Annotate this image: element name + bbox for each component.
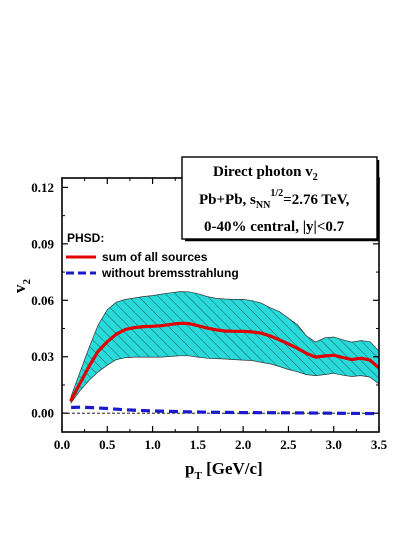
legend-label-sum: sum of all sources: [102, 250, 208, 264]
x-tick-label: 2.0: [235, 437, 251, 452]
y-tick-label: 0.06: [31, 293, 54, 308]
y-tick-label: 0.00: [31, 406, 54, 421]
annotation-box: Direct photon v2 Pb+Pb, sNN1/2=2.76 TeV,…: [181, 156, 380, 242]
annotation-line3: 0-40% central, |y|<0.7: [204, 219, 345, 235]
y-tick-label: 0.12: [31, 180, 54, 195]
x-tick-label: 3.5: [371, 437, 388, 452]
x-axis-title: pT [GeV/c]: [185, 459, 263, 482]
x-tick-label: 1.0: [144, 437, 160, 452]
x-tick-label: 0.5: [99, 437, 116, 452]
plot-area: 0.0 0.5 1.0 1.5 2.0 2.5 3.0 3.5 0.000.030.060.0…: [31, 177, 388, 452]
y-axis-ticks: 0.00 0.03 0.06 0.09 0.12: [31, 180, 379, 421]
x-tick-label: 0.0: [54, 437, 70, 452]
x-axis-ticks: 0.0 0.5 1.0 1.5 2.0 2.5 3.0 3.5: [54, 178, 388, 452]
legend: PHSD: sum of all sources without bremsst…: [66, 231, 239, 280]
series-line-1: [71, 405, 379, 416]
y-tick-label: 0.09: [31, 236, 54, 251]
annotation-line1: Direct photon v2: [213, 164, 318, 183]
error-band: [70, 291, 379, 404]
x-tick-label: 1.5: [190, 437, 207, 452]
x-tick-label: 2.5: [280, 437, 297, 452]
y-tick-label: 0.03: [31, 349, 54, 364]
annotation-line2: Pb+Pb, sNN1/2=2.76 TeV,: [199, 188, 350, 211]
legend-title: PHSD:: [67, 231, 104, 245]
legend-label-nobrems: without bremsstrahlung: [101, 266, 239, 280]
x-tick-label: 3.0: [326, 437, 342, 452]
band-hatch: [70, 291, 379, 404]
y-axis-title: v2: [10, 279, 33, 294]
series-line-0: [69, 321, 379, 402]
series-lines: [69, 321, 379, 416]
